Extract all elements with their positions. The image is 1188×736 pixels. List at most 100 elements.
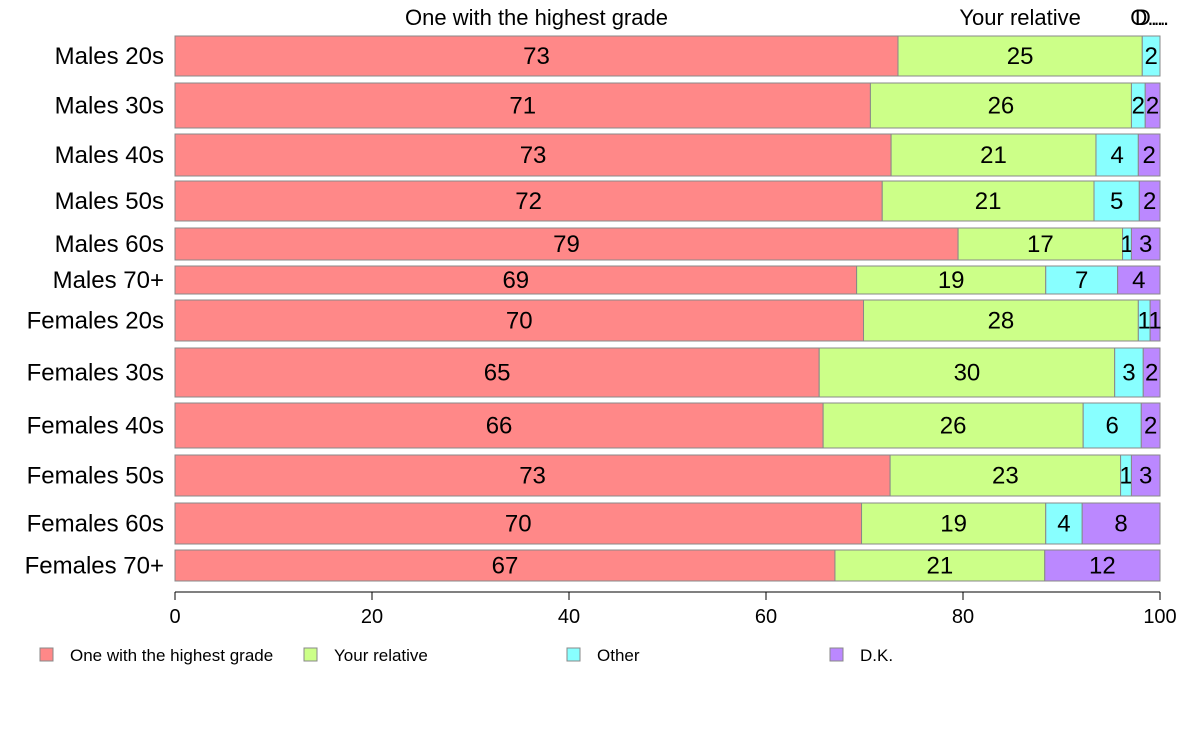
top-series-labels: One with the highest grade Your relative O… (405, 5, 1169, 30)
bar-females-70-d-k (1044, 549, 1161, 582)
bar-females-50s-d-k (1130, 454, 1161, 497)
bar-females-70-your-relative (834, 549, 1046, 582)
data-label-males-60s-one-with-the-highest-grade: 79 (553, 231, 580, 258)
data-label-females-20s-your-relative: 28 (988, 308, 1015, 335)
data-label-females-40s-one-with-the-highest-grade: 66 (486, 413, 513, 440)
data-label-males-30s-one-with-the-highest-grade: 71 (509, 93, 536, 120)
bar-females-30s-one-with-the-highest-grade (174, 347, 820, 398)
category-label-males-30s: Males 30s (55, 93, 164, 120)
category-label-females-20s: Females 20s (27, 308, 164, 335)
data-label-females-60s-d-k: 8 (1114, 511, 1127, 538)
bar-males-30s-d-k (1144, 82, 1161, 129)
legend-label-d-k: D.K. (860, 646, 893, 665)
bar-females-20s-d-k (1149, 299, 1161, 342)
x-tick-label-40: 40 (558, 606, 580, 628)
top-label-o: O... (1130, 5, 1165, 30)
x-tick-label-60: 60 (755, 606, 777, 628)
data-label-males-70-other: 7 (1075, 267, 1088, 294)
bar-females-60s-other (1045, 502, 1083, 545)
data-label-males-60s-your-relative: 17 (1027, 231, 1054, 258)
data-label-females-60s-one-with-the-highest-grade: 70 (505, 511, 532, 538)
bar-males-50s-your-relative (881, 180, 1095, 222)
category-label-females-30s: Females 30s (27, 360, 164, 387)
data-label-females-70-your-relative: 21 (927, 553, 954, 580)
data-label-females-50s-d-k: 3 (1139, 463, 1152, 490)
bar-males-70-other (1045, 265, 1119, 295)
data-label-males-40s-other: 4 (1110, 142, 1123, 169)
x-tick-label-80: 80 (952, 606, 974, 628)
category-label-females-50s: Females 50s (27, 463, 164, 490)
bar-females-20s-one-with-the-highest-grade (174, 299, 865, 342)
bar-males-40s-your-relative (890, 133, 1097, 177)
top-label-d: D... (1135, 5, 1169, 30)
data-label-males-40s-d-k: 2 (1142, 142, 1155, 169)
bar-females-60s-d-k (1081, 502, 1161, 545)
data-label-males-30s-other: 2 (1132, 93, 1145, 120)
legend-label-one-with-the-highest-grade: One with the highest grade (70, 646, 273, 665)
data-label-males-70-d-k: 4 (1132, 267, 1145, 294)
category-label-males-20s: Males 20s (55, 43, 164, 70)
bar-females-40s-d-k (1140, 402, 1161, 449)
bar-males-50s-one-with-the-highest-grade (174, 180, 883, 222)
data-label-females-30s-other: 3 (1122, 360, 1135, 387)
bar-males-70-your-relative (856, 265, 1047, 295)
category-label-females-40s: Females 40s (27, 413, 164, 440)
bar-males-20s-one-with-the-highest-grade (174, 35, 899, 77)
legend-label-other: Other (597, 646, 640, 665)
bars: 73 25 271 26 2 273 21 4 272 21 5 279 17 1 369 19 7 470 28 1… (174, 35, 1162, 582)
data-label-females-30s-d-k: 2 (1145, 360, 1158, 387)
bar-males-60s-your-relative (957, 227, 1124, 261)
data-label-males-50s-d-k: 2 (1143, 188, 1156, 215)
data-label-females-30s-your-relative: 30 (954, 360, 981, 387)
data-label-females-70-d-k: 12 (1089, 553, 1116, 580)
data-label-females-40s-your-relative: 26 (940, 413, 967, 440)
data-label-females-20s-d-k: 1 (1148, 308, 1161, 335)
bar-females-30s-your-relative (818, 347, 1116, 398)
data-label-females-30s-one-with-the-highest-grade: 65 (484, 360, 511, 387)
data-label-males-30s-your-relative: 26 (988, 93, 1015, 120)
data-label-males-20s-other: 2 (1144, 43, 1157, 70)
bar-females-60s-one-with-the-highest-grade (174, 502, 863, 545)
data-label-males-20s-your-relative: 25 (1007, 43, 1034, 70)
legend-swatch-other (566, 647, 581, 662)
x-tick-label-20: 20 (361, 606, 383, 628)
bar-females-40s-one-with-the-highest-grade (174, 402, 824, 449)
data-label-females-50s-one-with-the-highest-grade: 73 (519, 463, 546, 490)
data-label-females-20s-one-with-the-highest-grade: 70 (506, 308, 533, 335)
bar-males-20s-other (1141, 35, 1161, 77)
category-label-males-50s: Males 50s (55, 188, 164, 215)
category-label-females-60s: Females 60s (27, 511, 164, 538)
bar-females-40s-other (1082, 402, 1142, 449)
top-label-one-with-the-highest-grade: One with the highest grade (405, 5, 668, 30)
data-label-females-50s-other: 1 (1119, 463, 1132, 490)
data-label-males-40s-one-with-the-highest-grade: 73 (520, 142, 547, 169)
legend-swatch-d-k (829, 647, 844, 662)
data-label-females-60s-other: 4 (1057, 511, 1070, 538)
data-label-females-50s-your-relative: 23 (992, 463, 1019, 490)
category-label-females-70: Females 70+ (25, 553, 164, 580)
data-label-males-70-one-with-the-highest-grade: 69 (502, 267, 529, 294)
legend-swatch-your-relative (303, 647, 318, 662)
bar-females-30s-other (1114, 347, 1144, 398)
data-label-males-70-your-relative: 19 (938, 267, 965, 294)
bar-females-70-one-with-the-highest-grade (174, 549, 836, 582)
legend-label-your-relative: Your relative (334, 646, 428, 665)
bar-males-40s-other (1095, 133, 1139, 177)
bar-males-30s-your-relative (869, 82, 1132, 129)
data-label-males-30s-d-k: 2 (1146, 93, 1159, 120)
data-label-males-50s-your-relative: 21 (975, 188, 1002, 215)
data-label-males-50s-one-with-the-highest-grade: 72 (515, 188, 542, 215)
x-tick-label-100: 100 (1143, 606, 1176, 628)
data-label-females-70-one-with-the-highest-grade: 67 (492, 553, 519, 580)
data-label-males-60s-d-k: 3 (1139, 231, 1152, 258)
top-label-your-relative: Your relative (959, 5, 1080, 30)
bar-males-70-one-with-the-highest-grade (174, 265, 858, 295)
bar-males-70-d-k (1117, 265, 1161, 295)
data-label-males-60s-other: 1 (1120, 231, 1133, 258)
legend: One with the highest grade Your relative O… (39, 646, 893, 665)
category-labels: Males 20s Males 30s Males 40s Males 50s Male… (25, 43, 164, 580)
data-label-males-40s-your-relative: 21 (980, 142, 1007, 169)
category-label-males-40s: Males 40s (55, 142, 164, 169)
data-label-females-40s-d-k: 2 (1144, 413, 1157, 440)
